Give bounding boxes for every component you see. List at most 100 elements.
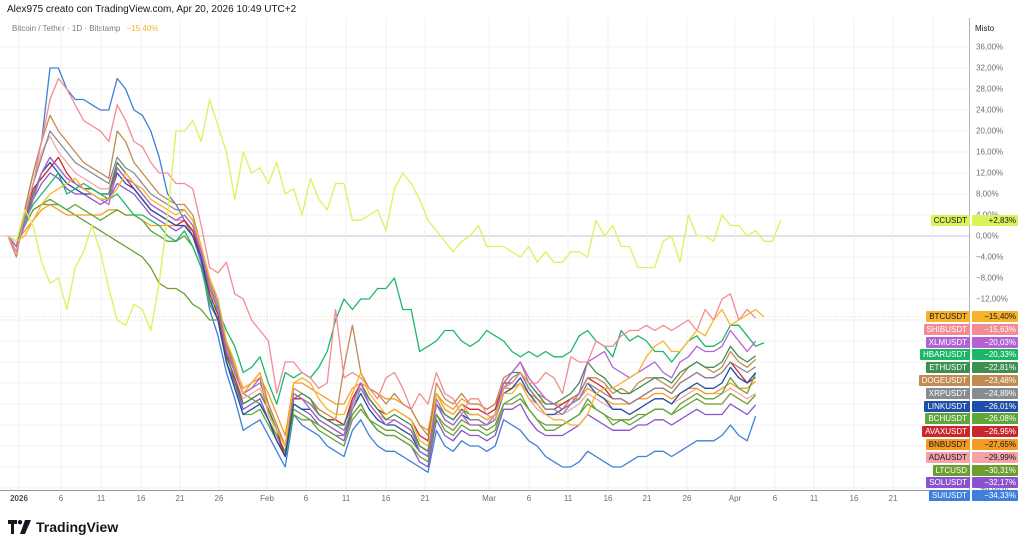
series-name: LTCUSD: [932, 464, 970, 476]
series-value: −22,81%: [972, 362, 1018, 374]
series-value: −32,17%: [972, 477, 1018, 489]
price-scale[interactable]: [969, 18, 1024, 490]
x-tick-label: 6: [58, 494, 64, 503]
series-value: −20,03%: [972, 336, 1018, 348]
series-badge-btcusdt: BTCUSDT −15,40%: [0, 311, 1024, 322]
y-tick-label: 8,00%: [976, 189, 999, 199]
series-badge-xlmusdt: XLMUSDT −20,03%: [0, 336, 1024, 348]
series-name: LINKUSDT: [924, 400, 970, 412]
series-line-hbarusdt[interactable]: [7, 172, 765, 405]
x-tick-label: 16: [136, 494, 146, 503]
x-tick-label: 11: [96, 494, 106, 503]
series-line-suiusdt[interactable]: [7, 67, 757, 473]
plot-area[interactable]: [0, 18, 969, 490]
x-tick-label: 11: [563, 494, 573, 503]
series-badge-ltcusd: LTCUSD −30,31%: [0, 464, 1024, 476]
series-badge-xrpusdt: XRPUSDT −24,89%: [0, 387, 1024, 399]
series-badge-linkusdt: LINKUSDT −26,01%: [0, 400, 1024, 412]
series-name: BTCUSDT: [926, 311, 970, 322]
series-line-bchusdt[interactable]: [7, 198, 757, 463]
x-tick-label: 6: [772, 494, 778, 503]
x-tick-label: Mar: [482, 494, 496, 503]
series-badge-avaxusdt: AVAXUSDT −26,95%: [0, 426, 1024, 438]
tradingview-logo[interactable]: TradingView: [8, 519, 118, 535]
series-line-dogeusdt[interactable]: [7, 114, 757, 447]
y-tick-label: 20,00%: [976, 126, 1004, 136]
series-name: CCUSDT: [930, 215, 970, 226]
y-tick-label: 12,00%: [976, 168, 1004, 178]
series-name: XRPUSDT: [925, 387, 970, 399]
series-name: AVAXUSDT: [922, 426, 970, 438]
series-line-ccusdt[interactable]: [7, 98, 782, 332]
series-name: DOGEUSDT: [918, 375, 970, 386]
y-tick-label: 32,00%: [976, 63, 1004, 73]
series-value: −23,48%: [972, 375, 1018, 386]
series-value: +2,83%: [972, 215, 1018, 226]
x-tick-label: 16: [849, 494, 859, 503]
series-line-avaxusdt[interactable]: [7, 156, 756, 458]
x-tick-label: 6: [303, 494, 309, 503]
x-tick-label: 21: [175, 494, 185, 503]
y-tick-label: 36,00%: [976, 42, 1004, 52]
x-tick-label: 11: [809, 494, 819, 503]
series-name: ADAUSDT: [925, 451, 970, 463]
x-tick-label: 6: [526, 494, 532, 503]
series-badge-solusdt: SOLUSDT −32,17%: [0, 477, 1024, 489]
y-tick-label: 28,00%: [976, 84, 1004, 94]
series-value: −26,01%: [972, 400, 1018, 412]
series-badge-suiusdt: SUIUSDT −34,33%: [0, 490, 1024, 502]
series-line-shibusdt[interactable]: [7, 77, 757, 421]
x-tick-label: 21: [420, 494, 430, 503]
symbol-change: −15,40%: [126, 24, 159, 33]
y-tick-label: −8,00%: [976, 273, 1004, 283]
series-name: SOLUSDT: [926, 477, 970, 489]
series-name: BCHUSDT: [925, 413, 970, 425]
x-tick-label: Apr: [728, 494, 742, 503]
scale-title[interactable]: Misto: [975, 24, 995, 33]
tradingview-logo-icon: [8, 520, 31, 534]
series-name: SHIBUSDT: [923, 323, 970, 335]
x-tick-label: 16: [381, 494, 391, 503]
symbol-name: Bitcoin / Tether · 1D · Bitstamp: [12, 24, 121, 33]
series-value: −30,31%: [972, 464, 1018, 476]
y-tick-label: 16,00%: [976, 147, 1004, 157]
y-tick-label: −4,00%: [976, 252, 1004, 262]
x-tick-label: 16: [603, 494, 613, 503]
x-tick-label: Feb: [260, 494, 274, 503]
series-badge-hbarusdt: HBARUSDT −20,33%: [0, 349, 1024, 361]
x-tick-label: 21: [642, 494, 652, 503]
series-value: −15,63%: [972, 323, 1018, 335]
chart-header: Alex975 creato con TradingView.com, Apr …: [7, 4, 297, 15]
y-tick-label: 24,00%: [976, 105, 1004, 115]
x-tick-label: 2026: [10, 494, 28, 503]
series-badge-ccusdt: CCUSDT +2,83%: [0, 215, 1024, 226]
logo-text: TradingView: [36, 519, 119, 535]
y-tick-label: 0,00%: [976, 231, 999, 241]
x-tick-label: 21: [888, 494, 898, 503]
time-axis-line: [0, 490, 969, 491]
series-value: −20,33%: [972, 349, 1018, 361]
series-name: ETHUSDT: [926, 362, 970, 374]
series-line-linkusdt[interactable]: [7, 161, 757, 458]
series-value: −26,95%: [972, 426, 1018, 438]
series-line-ltcusd[interactable]: [7, 203, 757, 458]
series-name: HBARUSDT: [919, 349, 970, 361]
x-tick-label: 26: [214, 494, 224, 503]
series-line-btcusdt[interactable]: [7, 172, 765, 447]
series-value: −26,08%: [972, 413, 1018, 425]
y-tick-label: −12,00%: [976, 294, 1008, 304]
series-badge-adausdt: ADAUSDT −29,99%: [0, 451, 1024, 463]
series-value: −34,33%: [972, 490, 1018, 502]
x-tick-label: 11: [341, 494, 351, 503]
series-name: SUIUSDT: [928, 490, 970, 502]
series-value: −27,65%: [972, 439, 1018, 450]
series-name: XLMUSDT: [925, 336, 970, 348]
series-value: −15,40%: [972, 311, 1018, 322]
symbol-legend[interactable]: Bitcoin / Tether · 1D · Bitstamp −15,40%: [12, 24, 158, 33]
series-badge-ethusdt: ETHUSDT −22,81%: [0, 362, 1024, 374]
series-name: BNBUSDT: [925, 439, 970, 450]
series-value: −24,89%: [972, 387, 1018, 399]
series-badge-shibusdt: SHIBUSDT −15,63%: [0, 323, 1024, 335]
x-tick-label: 26: [682, 494, 692, 503]
series-badge-bnbusdt: BNBUSDT −27,65%: [0, 439, 1024, 450]
